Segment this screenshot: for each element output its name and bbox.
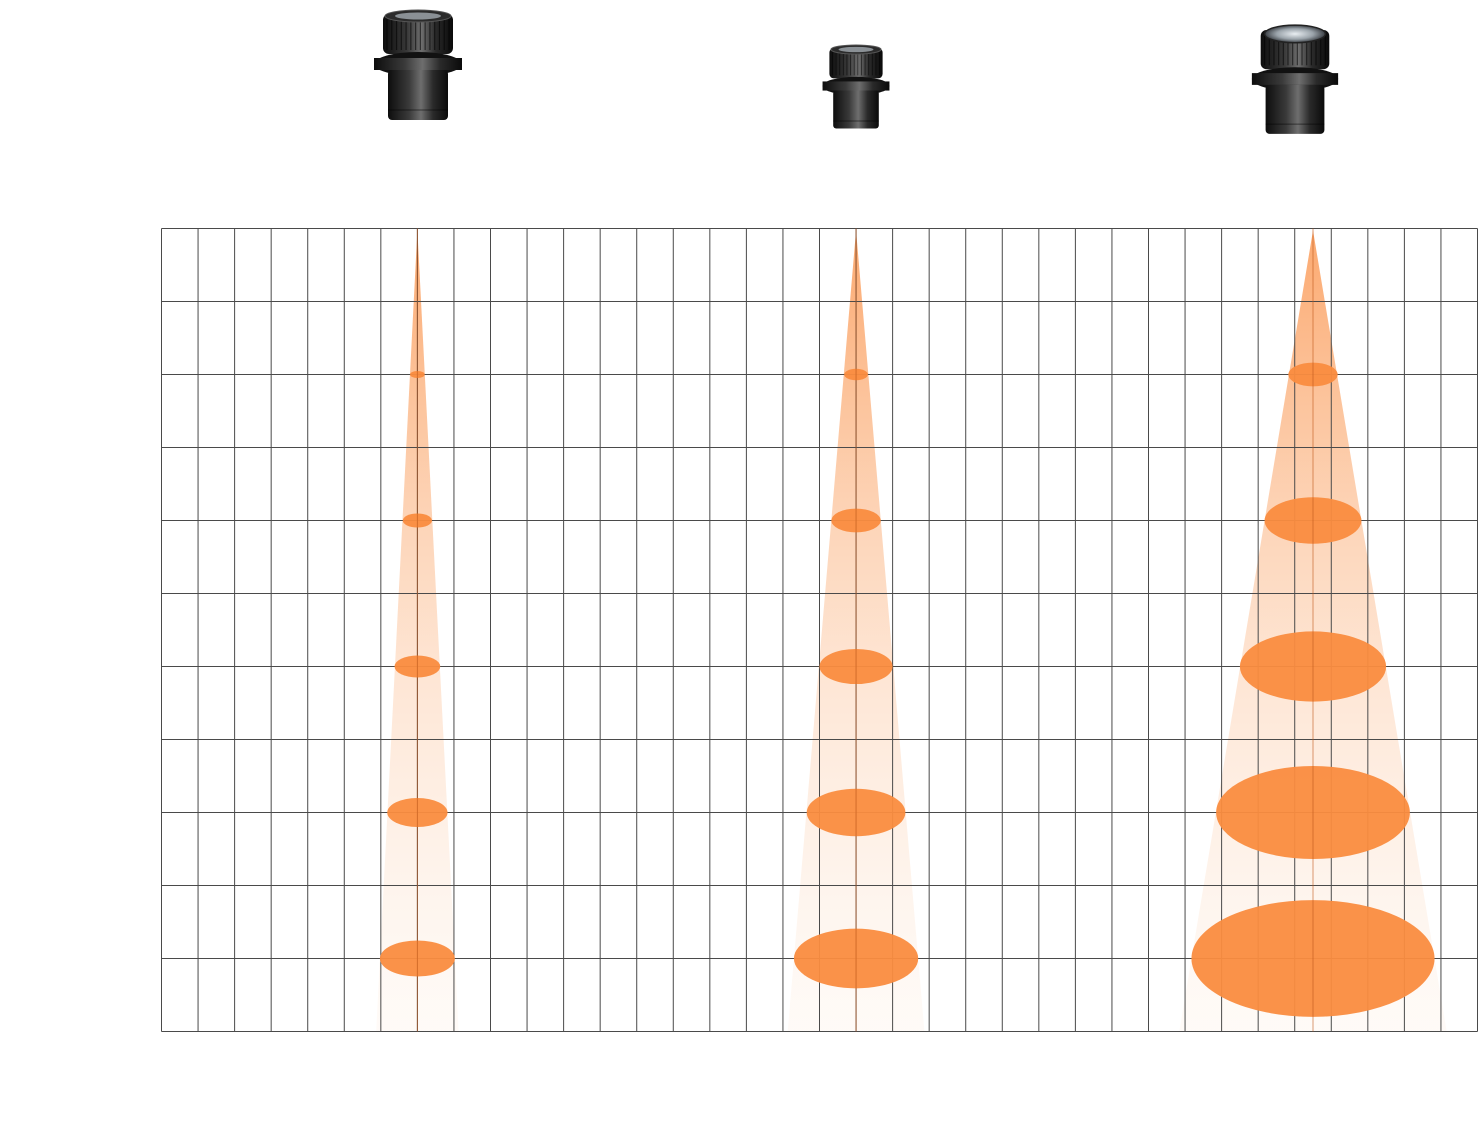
narrow-beam-lens-icon	[374, 9, 462, 120]
wide-beam-lens-icon	[1251, 24, 1339, 134]
medium-beam-lens-icon	[822, 44, 890, 129]
